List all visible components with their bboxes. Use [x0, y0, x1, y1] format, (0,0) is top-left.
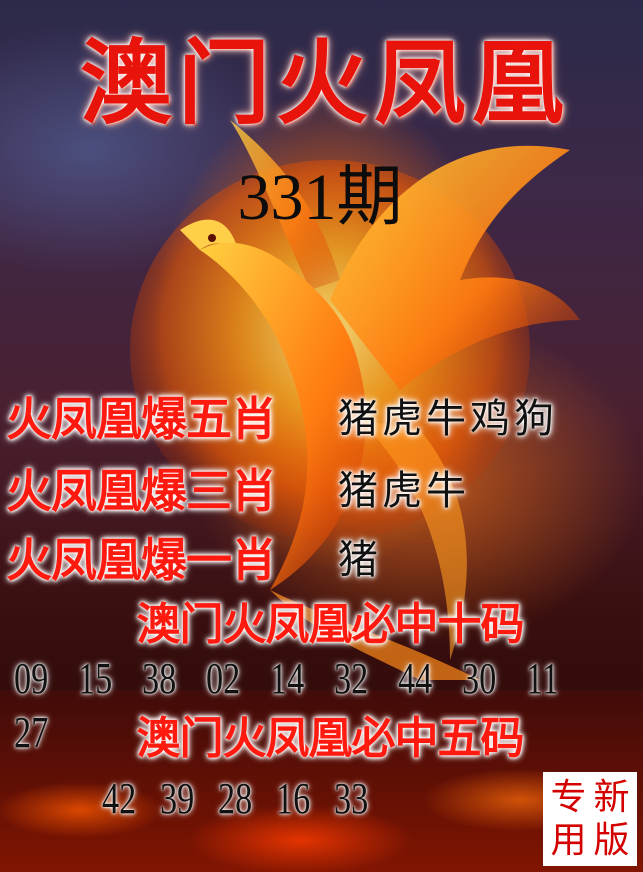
- prediction-label: 火凤凰爆三肖: [6, 464, 277, 518]
- prediction-row-three: 火凤凰爆三肖 猪虎牛: [6, 458, 636, 524]
- issue-number: 331期: [237, 161, 403, 234]
- code-number: 27: [14, 708, 49, 757]
- code-number: 33: [334, 774, 369, 823]
- ten-codes-numbers: 09 15 38 02 14 32 44 30 11 27: [14, 652, 643, 760]
- seal-char: 版: [593, 819, 630, 861]
- seal-char: 用: [550, 819, 587, 861]
- prediction-label: 火凤凰爆五肖: [6, 392, 277, 446]
- seal-stamp: 专 新 用 版: [543, 772, 637, 866]
- prediction-row-one: 火凤凰爆一肖 猪: [6, 527, 636, 593]
- poster-title: 澳门火凤凰: [79, 29, 570, 137]
- code-number: 02: [206, 654, 241, 703]
- code-number: 44: [398, 654, 433, 703]
- five-codes-heading: 澳门火凤凰必中五码: [136, 713, 525, 764]
- ten-codes-heading: 澳门火凤凰必中十码: [136, 599, 525, 650]
- prediction-value: 猪虎牛鸡狗: [338, 396, 558, 442]
- code-number: 39: [160, 774, 195, 823]
- seal-stamp-chars: 专 新 用 版: [547, 776, 633, 862]
- code-number: 30: [462, 654, 497, 703]
- five-codes-numbers: 42 39 28 16 33: [102, 772, 432, 826]
- code-number: 28: [218, 774, 253, 823]
- phoenix-illustration: [130, 120, 580, 680]
- code-number: 14: [270, 654, 305, 703]
- ember-floor-background: [0, 690, 643, 872]
- prediction-value: 猪: [338, 537, 382, 583]
- code-number: 16: [276, 774, 311, 823]
- code-number: 42: [102, 774, 137, 823]
- code-number: 09: [14, 654, 49, 703]
- prediction-value: 猪虎牛: [338, 468, 470, 514]
- seal-char: 新: [593, 776, 630, 818]
- code-number: 38: [142, 654, 177, 703]
- prediction-row-five: 火凤凰爆五肖 猪虎牛鸡狗: [6, 386, 636, 452]
- code-number: 15: [78, 654, 113, 703]
- code-number: 11: [526, 654, 560, 703]
- code-number: 32: [334, 654, 369, 703]
- seal-char: 专: [550, 776, 587, 818]
- prediction-label: 火凤凰爆一肖: [6, 533, 277, 587]
